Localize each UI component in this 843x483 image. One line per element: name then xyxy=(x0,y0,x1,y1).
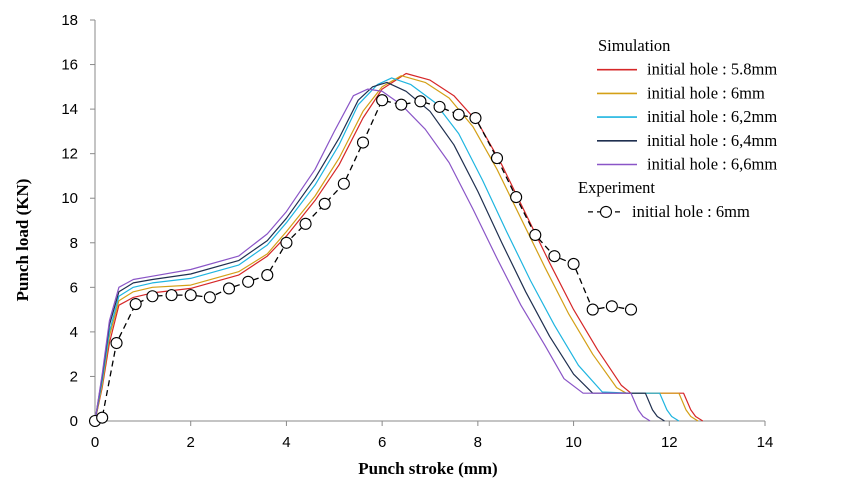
legend-entry-label: initial hole : 6,2mm xyxy=(647,107,777,126)
legend-entry-label: initial hole : 6mm xyxy=(632,202,750,221)
legend-entry-label: initial hole : 6,4mm xyxy=(647,131,777,150)
experiment-marker xyxy=(529,228,542,242)
experiment-marker xyxy=(299,217,312,230)
experiment-marker xyxy=(490,152,504,165)
experiment-marker xyxy=(469,111,482,125)
experiment-marker xyxy=(242,275,255,288)
legend-group-title: Experiment xyxy=(578,178,655,197)
experiment-marker xyxy=(624,303,638,316)
x-tick-label: 2 xyxy=(187,434,195,451)
y-tick-label: 6 xyxy=(70,279,78,296)
series-layer xyxy=(88,72,704,428)
legend-entry-label: initial hole : 6,6mm xyxy=(647,155,777,174)
y-tick-label: 16 xyxy=(61,57,78,74)
series-line-4 xyxy=(94,81,665,422)
legend-group-title: Simulation xyxy=(598,36,670,55)
legend-entry-label: initial hole : 5.8mm xyxy=(647,60,777,79)
series-line-1 xyxy=(94,72,704,422)
experiment-marker xyxy=(96,411,109,424)
experiment-marker xyxy=(146,290,159,303)
experiment-marker xyxy=(280,236,293,249)
experiment-marker xyxy=(337,177,350,190)
legend-entry-label: initial hole : 6mm xyxy=(647,83,765,102)
experiment-marker xyxy=(548,250,561,263)
experiment-marker xyxy=(222,282,236,295)
experiment-marker xyxy=(184,289,197,302)
series-line-3 xyxy=(94,77,680,422)
y-tick-label: 12 xyxy=(61,146,78,163)
experiment-marker xyxy=(452,108,465,121)
experiment-marker xyxy=(586,303,599,316)
y-tick-label: 0 xyxy=(70,413,78,430)
series-line-5 xyxy=(94,88,651,422)
experiment-marker xyxy=(129,297,142,311)
x-tick-label: 8 xyxy=(474,434,482,451)
experiment-marker xyxy=(318,197,331,210)
x-tick-label: 14 xyxy=(757,434,774,451)
x-tick-label: 0 xyxy=(91,434,99,451)
y-tick-label: 2 xyxy=(70,368,78,385)
experiment-marker xyxy=(110,336,123,350)
y-tick-label: 10 xyxy=(61,190,78,207)
experiment-marker xyxy=(356,136,370,149)
x-axis-title: Punch stroke (mm) xyxy=(358,459,497,478)
y-axis-title: Punch load (KN) xyxy=(13,179,32,302)
x-tick-label: 12 xyxy=(661,434,678,451)
legend-swatch-marker xyxy=(599,205,613,218)
experiment-marker xyxy=(605,300,618,313)
experiment-marker xyxy=(395,98,408,111)
x-tick-label: 4 xyxy=(282,434,290,451)
experiment-marker xyxy=(261,269,274,282)
experiment-marker xyxy=(433,100,446,113)
y-tick-label: 14 xyxy=(61,101,78,118)
axes: 0 2 4 6 8 10 12 14 0 2 4 6 8 10 12 14 16 18 xyxy=(61,12,773,451)
experiment-marker xyxy=(203,291,216,304)
y-tick-label: 18 xyxy=(61,12,78,29)
legend: Simulation initial hole : 5.8mm initial ho… xyxy=(578,36,777,221)
experiment-marker xyxy=(165,289,178,302)
x-tick-label: 10 xyxy=(565,434,582,451)
series-line-2 xyxy=(94,75,699,422)
x-tick-label: 6 xyxy=(378,434,386,451)
experiment-marker xyxy=(510,191,523,204)
y-tick-label: 4 xyxy=(70,324,78,341)
experiment-marker xyxy=(376,94,389,107)
y-tick-label: 8 xyxy=(70,235,78,252)
experiment-marker xyxy=(414,95,427,108)
experiment-marker xyxy=(567,257,580,270)
